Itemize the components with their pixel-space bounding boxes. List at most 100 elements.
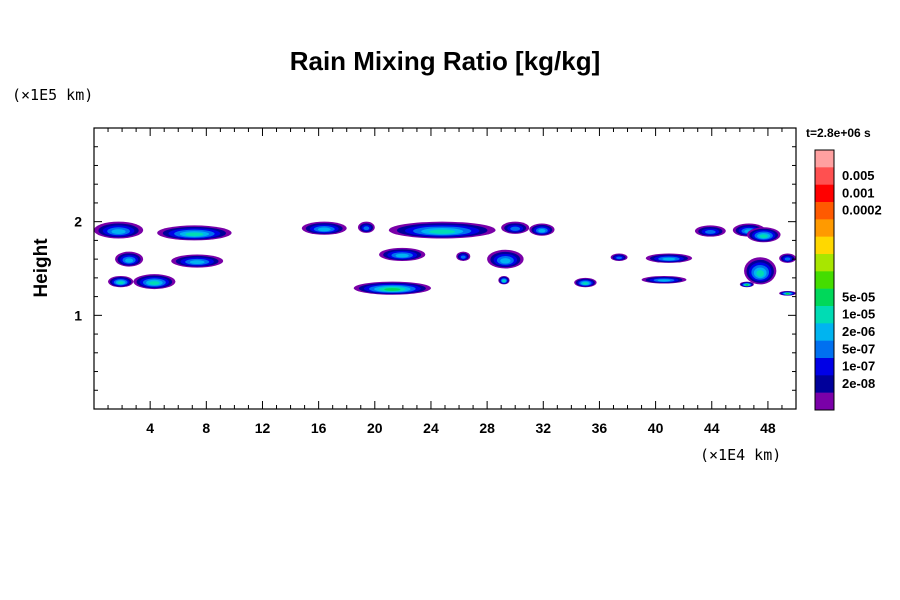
rain-region	[157, 225, 232, 241]
colorbar: 0.005 0.001 0.0002 5e-05 1e-05 2e-06 5e-07 1e-0…	[814, 149, 882, 411]
x-tick-label: 24	[423, 420, 439, 436]
chart-title: Rain Mixing Ratio [kg/kg]	[289, 46, 601, 76]
rain-region	[739, 281, 754, 288]
colorbar-swatch	[815, 184, 834, 203]
rain-region	[610, 253, 628, 262]
rain-contour	[384, 288, 401, 291]
x-tick-label: 28	[479, 420, 495, 436]
rain-region	[641, 275, 687, 284]
colorbar-swatch	[815, 254, 834, 272]
rain-region	[498, 275, 510, 285]
rain-contour	[500, 258, 511, 264]
rain-region	[115, 251, 144, 267]
rain-contour	[510, 226, 521, 231]
plot-regions	[94, 221, 796, 296]
time-label: t=2.8e+06 s	[806, 126, 871, 140]
x-tick-label: 12	[255, 420, 271, 436]
colorbar-swatch	[815, 271, 834, 289]
rain-contour	[111, 229, 126, 235]
colorbar-swatch	[815, 219, 834, 237]
y-tick-label: 1	[74, 307, 82, 323]
rain-region	[487, 249, 524, 269]
rain-contour	[616, 256, 623, 260]
x-tick-label: 40	[648, 420, 664, 436]
colorbar-frame	[814, 149, 835, 411]
colorbar-label: 2e-08	[842, 376, 875, 391]
rain-region	[779, 290, 796, 296]
colorbar-swatch	[815, 288, 834, 307]
rain-contour	[189, 260, 205, 265]
colorbar-swatch	[815, 236, 834, 255]
colorbar-swatch	[815, 358, 834, 376]
rain-region	[171, 254, 224, 268]
colorbar-label: 1e-07	[842, 359, 875, 374]
rain-contour	[317, 227, 331, 232]
colorbar-label: 0.0002	[842, 203, 882, 218]
colorbar-swatch	[815, 150, 834, 168]
rain-region	[694, 225, 726, 237]
colorbar-swatch	[815, 167, 834, 185]
plot-frame	[93, 127, 797, 410]
x-tick-label: 16	[311, 420, 327, 436]
x-tick-label: 20	[367, 420, 383, 436]
x-tick-label: 36	[592, 420, 608, 436]
y-tick-label: 2	[74, 214, 82, 230]
colorbar-label: 5e-07	[842, 341, 875, 356]
x-tick-label: 32	[535, 420, 551, 436]
colorbar-swatch	[815, 323, 834, 341]
rain-contour	[502, 279, 506, 283]
colorbar-swatch	[815, 392, 834, 411]
rain-region	[529, 223, 555, 236]
rain-contour	[395, 253, 409, 258]
rain-contour	[662, 257, 676, 261]
rain-region	[133, 274, 176, 290]
rain-region	[574, 277, 597, 288]
rain-region	[779, 253, 796, 263]
rain-region	[379, 247, 426, 262]
rain-contour	[745, 283, 749, 286]
colorbar-label: 5e-05	[842, 289, 875, 304]
rain-contour	[785, 292, 790, 295]
rain-region	[301, 221, 347, 235]
colorbar-swatch	[815, 340, 834, 359]
rain-contour	[117, 281, 124, 285]
colorbar-swatch	[815, 202, 834, 220]
rain-contour	[363, 226, 370, 231]
colorbar-swatch	[815, 375, 834, 393]
colorbar-swatch	[815, 306, 834, 324]
x-axis-unit: (×1E4 km)	[700, 446, 782, 464]
colorbar-label: 2e-06	[842, 324, 875, 339]
x-tick-label: 4	[146, 420, 154, 436]
x-tick-label: 44	[704, 420, 720, 436]
rain-region	[645, 253, 693, 263]
rain-contour	[125, 258, 134, 263]
y-axis-unit: (×1E5 km)	[12, 86, 94, 104]
colorbar-label: 1e-05	[842, 307, 875, 322]
rain-region	[744, 257, 777, 285]
rain-region	[456, 251, 471, 262]
rain-contour	[759, 234, 768, 239]
rain-contour	[582, 282, 589, 285]
rain-region	[746, 227, 781, 243]
rain-contour	[149, 281, 160, 285]
rain-region	[108, 275, 134, 288]
x-tick-label: 48	[760, 420, 776, 436]
x-tick-label: 8	[202, 420, 210, 436]
rain-region	[357, 221, 375, 233]
rain-contour	[460, 255, 466, 259]
rain-contour	[657, 279, 671, 282]
rain-region	[501, 221, 530, 234]
colorbar-label: 0.005	[842, 168, 875, 183]
rain-contour	[704, 229, 716, 234]
rain-contour	[429, 229, 456, 234]
rain-contour	[185, 232, 204, 237]
rain-contour	[784, 257, 791, 261]
rain-region	[353, 281, 431, 295]
colorbar-label: 0.001	[842, 185, 875, 200]
rain-contour	[756, 270, 765, 277]
rain-contour	[538, 228, 546, 233]
rain-region	[94, 221, 144, 239]
rain-region	[388, 221, 496, 239]
